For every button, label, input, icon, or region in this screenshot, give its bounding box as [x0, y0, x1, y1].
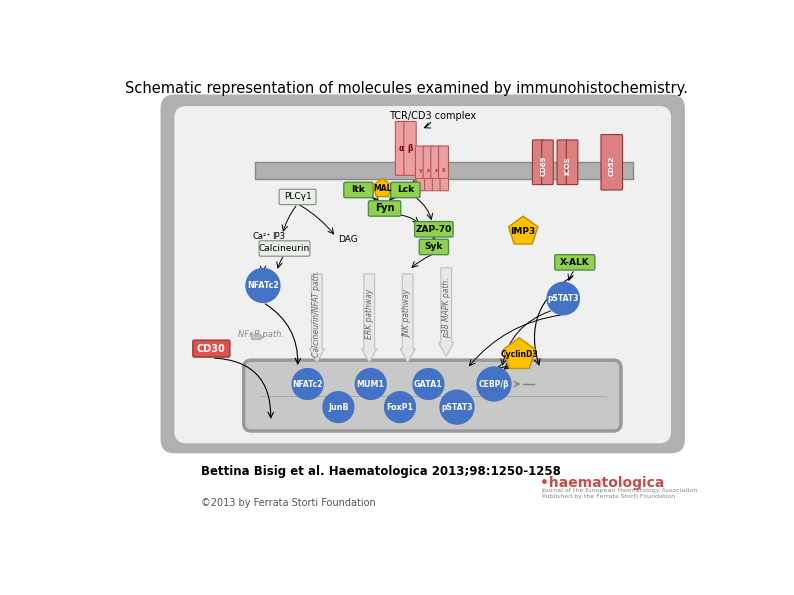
FancyBboxPatch shape — [557, 140, 569, 184]
Text: ε: ε — [434, 168, 437, 173]
Text: IP3: IP3 — [272, 233, 285, 242]
Text: CEBP/β: CEBP/β — [479, 380, 509, 389]
FancyBboxPatch shape — [344, 182, 373, 198]
FancyBboxPatch shape — [415, 146, 426, 187]
Text: DAG: DAG — [338, 235, 358, 244]
FancyBboxPatch shape — [244, 360, 621, 431]
FancyBboxPatch shape — [431, 146, 441, 187]
FancyBboxPatch shape — [423, 146, 433, 187]
Text: PLCγ1: PLCγ1 — [283, 192, 311, 202]
FancyBboxPatch shape — [566, 140, 578, 184]
Text: Bettina Bisig et al. Haematologica 2013;98:1250-1258: Bettina Bisig et al. Haematologica 2013;… — [202, 465, 561, 478]
FancyBboxPatch shape — [175, 106, 671, 443]
FancyBboxPatch shape — [414, 221, 453, 237]
Text: CD69: CD69 — [540, 155, 546, 176]
FancyBboxPatch shape — [391, 182, 420, 198]
Text: FoxP1: FoxP1 — [387, 403, 414, 412]
Text: Lck: Lck — [397, 186, 414, 195]
Text: GATA1: GATA1 — [414, 380, 443, 389]
Text: Itk: Itk — [352, 186, 365, 195]
Circle shape — [292, 369, 323, 399]
Text: MAL: MAL — [373, 184, 391, 193]
FancyBboxPatch shape — [160, 95, 685, 453]
Text: Journal of the European Haematology Association
Published by the Ferrata Storti : Journal of the European Haematology Asso… — [542, 488, 698, 499]
FancyArrow shape — [361, 274, 376, 362]
FancyBboxPatch shape — [419, 239, 449, 255]
Circle shape — [477, 367, 511, 401]
FancyBboxPatch shape — [193, 340, 229, 357]
FancyBboxPatch shape — [555, 255, 595, 270]
Text: Schematic representation of molecules examined by immunohistochemistry.: Schematic representation of molecules ex… — [125, 81, 688, 96]
Text: TCR/CD3 complex: TCR/CD3 complex — [389, 111, 476, 121]
FancyBboxPatch shape — [279, 189, 316, 205]
Circle shape — [413, 369, 444, 399]
FancyBboxPatch shape — [440, 178, 449, 191]
FancyBboxPatch shape — [404, 121, 416, 176]
Text: •haematologica: •haematologica — [540, 477, 665, 490]
FancyBboxPatch shape — [438, 146, 449, 187]
Text: Fyn: Fyn — [375, 203, 395, 214]
Circle shape — [384, 392, 415, 422]
Text: ICOS: ICOS — [565, 156, 571, 175]
Text: δ: δ — [442, 168, 445, 173]
Text: γ: γ — [419, 168, 422, 173]
Text: α: α — [399, 144, 404, 153]
FancyArrow shape — [400, 274, 415, 362]
FancyArrow shape — [438, 268, 453, 356]
FancyBboxPatch shape — [425, 178, 433, 191]
Text: NFATc2: NFATc2 — [247, 281, 279, 290]
Text: pSTAT3: pSTAT3 — [548, 294, 579, 303]
Text: NFκB path.: NFκB path. — [238, 330, 284, 339]
Text: MUM1: MUM1 — [357, 380, 385, 389]
FancyBboxPatch shape — [542, 140, 553, 184]
FancyBboxPatch shape — [368, 201, 401, 216]
Text: Calcineurin: Calcineurin — [259, 244, 310, 253]
Text: ZAP-70: ZAP-70 — [416, 225, 452, 234]
Text: ε: ε — [427, 168, 430, 173]
Text: CD52: CD52 — [609, 155, 615, 176]
Text: Ca²⁺: Ca²⁺ — [252, 233, 271, 242]
Text: ©2013 by Ferrata Storti Foundation: ©2013 by Ferrata Storti Foundation — [202, 497, 376, 508]
FancyBboxPatch shape — [259, 241, 310, 256]
Polygon shape — [372, 178, 391, 196]
FancyBboxPatch shape — [416, 178, 425, 191]
FancyBboxPatch shape — [601, 134, 622, 190]
FancyArrow shape — [310, 274, 325, 362]
Bar — [255, 162, 633, 179]
FancyBboxPatch shape — [533, 140, 544, 184]
Circle shape — [440, 390, 474, 424]
Text: Calcineurin/NFAT path.: Calcineurin/NFAT path. — [312, 270, 322, 357]
Text: ERK pathway: ERK pathway — [364, 289, 374, 339]
Text: Syk: Syk — [425, 242, 443, 252]
Text: IMP3: IMP3 — [511, 227, 536, 236]
Polygon shape — [503, 338, 535, 368]
Text: X-ALK: X-ALK — [560, 258, 590, 267]
Circle shape — [246, 268, 279, 302]
Text: β: β — [407, 144, 413, 153]
Text: p38 MAPK path.: p38 MAPK path. — [441, 277, 451, 338]
Circle shape — [356, 369, 386, 399]
Circle shape — [547, 283, 580, 315]
Text: JNK pathway: JNK pathway — [403, 290, 412, 338]
FancyArrow shape — [252, 334, 263, 340]
Polygon shape — [508, 216, 538, 244]
Text: CyclinD3: CyclinD3 — [500, 350, 538, 359]
Text: CD30: CD30 — [197, 343, 225, 353]
Text: NFATc2: NFATc2 — [292, 380, 323, 389]
FancyBboxPatch shape — [395, 121, 407, 176]
FancyBboxPatch shape — [433, 178, 441, 191]
Text: pSTAT3: pSTAT3 — [441, 403, 472, 412]
Text: JunB: JunB — [328, 403, 349, 412]
Circle shape — [323, 392, 354, 422]
